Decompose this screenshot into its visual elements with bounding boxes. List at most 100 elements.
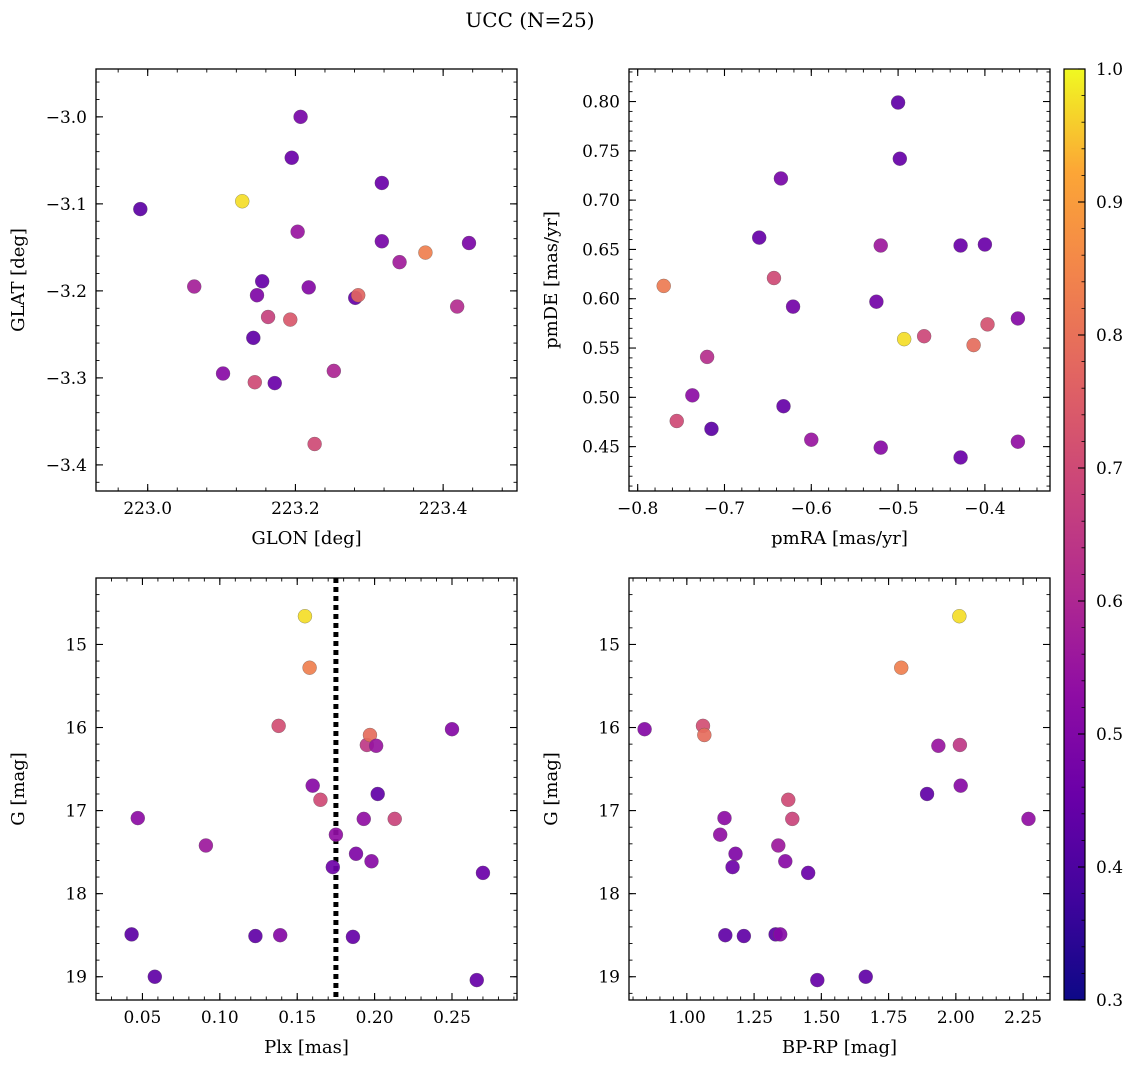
scatter-point — [952, 609, 967, 624]
scatter-point — [147, 969, 162, 984]
scatter-point — [858, 969, 873, 984]
y-tick-label: 19 — [65, 968, 87, 988]
scatter-point — [247, 375, 262, 390]
y-tick-label: 16 — [598, 719, 620, 739]
scatter-point — [326, 363, 341, 379]
x-tick-label: 2.00 — [937, 1008, 975, 1028]
scatter-point — [249, 288, 265, 303]
scatter-point — [771, 838, 786, 853]
scatter-point — [953, 450, 968, 465]
scatter-point — [717, 810, 732, 826]
scatter-point — [290, 224, 305, 239]
x-tick-label: 1.75 — [870, 1008, 908, 1028]
scatter-point — [1021, 811, 1036, 827]
y-tick-label: 18 — [598, 885, 620, 905]
scatter-point — [348, 846, 364, 861]
colorbar: 0.3 0.4 0.5 0.6 0.7 0.8 0.9 1.0 — [1063, 60, 1123, 1011]
scatter-point — [387, 811, 402, 827]
scatter-point — [890, 95, 906, 110]
scatter-point — [931, 738, 946, 753]
y-tick-label: 0.65 — [582, 240, 620, 260]
scatter-point — [718, 928, 733, 943]
x-axis-label: pmRA [mas/yr] — [771, 528, 908, 549]
scatter-point — [302, 660, 317, 675]
scatter-point — [307, 436, 322, 452]
y-tick-label: 0.75 — [582, 142, 620, 162]
scatter-point — [697, 727, 712, 743]
scatter-point — [804, 432, 819, 447]
x-tick-label: −0.4 — [964, 499, 1005, 519]
x-axis-label: GLON [deg] — [251, 528, 361, 549]
colorbar-tick-label: 0.3 — [1096, 991, 1123, 1011]
scatter-point — [362, 727, 378, 743]
x-axis-label: BP-RP [mag] — [782, 1037, 897, 1058]
axes-frame — [95, 68, 518, 492]
scatter-point — [305, 778, 320, 793]
scatter-point — [801, 865, 816, 881]
scatter-point — [1010, 434, 1026, 449]
scatter-point — [685, 388, 700, 403]
x-tick-label: 1.50 — [802, 1008, 840, 1028]
scatter-point — [773, 171, 789, 186]
y-tick-label: 15 — [65, 635, 87, 655]
scatter-point — [919, 786, 935, 802]
scatter-point — [873, 440, 888, 455]
scatter-point — [728, 846, 743, 861]
x-tick-label: 0.10 — [201, 1008, 239, 1028]
y-tick-label: −3.4 — [46, 456, 87, 476]
x-tick-label: 2.25 — [1004, 1008, 1042, 1028]
x-tick-label: −0.8 — [617, 499, 658, 519]
scatter-point — [1010, 311, 1026, 326]
x-tick-label: −0.6 — [791, 499, 832, 519]
axes-frame — [628, 68, 1051, 492]
y-axis-label: pmDE [mas/yr] — [541, 211, 562, 349]
scatter-point — [704, 421, 719, 437]
scatter-point — [669, 413, 684, 429]
scatter-point — [916, 329, 932, 344]
colorbar-tick-label: 0.5 — [1096, 725, 1123, 745]
colorbar-gradient — [1064, 69, 1085, 1000]
x-tick-label: 1.00 — [668, 1008, 706, 1028]
scatter-point — [392, 255, 407, 270]
scatter-point — [810, 972, 825, 988]
colorbar-tick-label: 0.8 — [1096, 326, 1123, 346]
scatter-point — [328, 827, 344, 842]
scatter-point — [369, 738, 384, 753]
y-axis-label: G [mag] — [541, 752, 562, 825]
scatter-point — [271, 718, 286, 734]
scatter-point — [301, 280, 316, 295]
scatter-point — [133, 201, 148, 217]
scatter-point — [725, 859, 740, 875]
scatter-point — [953, 778, 968, 793]
scatter-point — [461, 235, 477, 251]
scatter-point — [897, 332, 912, 347]
x-tick-label: 1.25 — [735, 1008, 773, 1028]
scatter-point — [450, 299, 465, 314]
scatter-point — [781, 792, 796, 807]
scatter-point — [267, 375, 282, 391]
y-tick-label: 0.45 — [582, 438, 620, 458]
scatter-point — [869, 294, 884, 309]
y-tick-label: 0.80 — [582, 93, 620, 113]
scatter-point — [776, 399, 791, 414]
scatter-point — [374, 234, 389, 249]
scatter-point — [637, 722, 652, 737]
scatter-point — [255, 274, 270, 289]
scatter-point — [260, 309, 276, 325]
y-tick-label: 0.55 — [582, 339, 620, 359]
x-tick-label: 0.05 — [124, 1008, 162, 1028]
scatter-point — [873, 238, 888, 253]
scatter-point — [235, 194, 250, 209]
scatter-point — [356, 811, 371, 827]
y-axis-label: G [mag] — [8, 752, 29, 825]
colorbar-tick-label: 0.7 — [1096, 459, 1123, 479]
scatter-point — [130, 810, 145, 826]
colorbar-tick-label: 1.0 — [1096, 60, 1123, 80]
scatter-point — [248, 928, 263, 944]
y-axis-label: GLAT [deg] — [8, 228, 29, 332]
colorbar-frame — [1063, 68, 1086, 1001]
scatter-point — [418, 245, 433, 260]
y-tick-label: 18 — [65, 885, 87, 905]
panel-bprp-g: 1.00 1.25 1.50 1.75 2.00 2.25 15 16 17 18 19 BP-RP … — [541, 577, 1051, 1058]
